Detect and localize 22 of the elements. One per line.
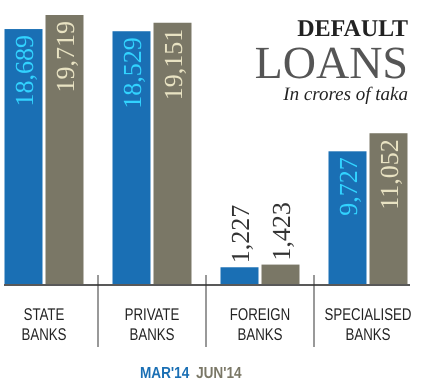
data-label: 19,151 — [158, 28, 188, 100]
bar — [154, 22, 192, 284]
x-tick-label: FOREIGN BANKS — [230, 306, 290, 344]
bar — [220, 267, 258, 284]
bar — [46, 15, 84, 284]
data-label: 11,052 — [374, 139, 404, 210]
bar — [328, 151, 366, 284]
bar — [370, 133, 408, 284]
data-label: 9,727 — [334, 157, 363, 216]
bar — [262, 264, 300, 284]
bar — [112, 31, 150, 284]
data-label: 1,423 — [266, 202, 296, 261]
text: JUN'14 — [196, 365, 242, 382]
data-label: 1,227 — [226, 204, 255, 264]
data-label: 18,529 — [118, 37, 147, 109]
data-label: 19,719 — [50, 21, 80, 92]
x-tick-label: STATE BANKS — [22, 306, 66, 344]
x-tick-label: SPECIALISED BANKS — [324, 306, 412, 344]
data-label: 18,689 — [10, 35, 39, 107]
text: MAR'14 — [140, 365, 190, 382]
bar — [4, 29, 42, 284]
x-tick-label: PRIVATE BANKS — [124, 306, 180, 344]
